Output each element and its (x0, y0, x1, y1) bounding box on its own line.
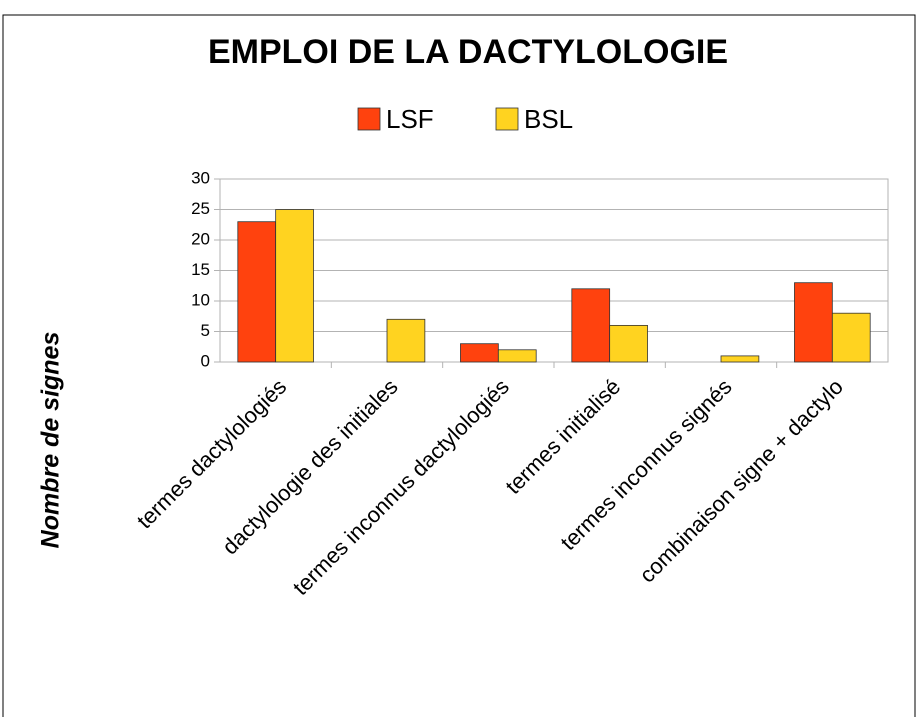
y-tick-label: 30 (191, 168, 210, 187)
y-tick-label: 0 (201, 351, 210, 370)
bar (609, 324, 648, 363)
y-tick-label: 10 (191, 290, 210, 309)
chart-title: EMPLOI DE LA DACTYLOLOGIE (208, 33, 728, 71)
legend-label: LSF (386, 104, 434, 134)
bar (571, 288, 611, 363)
bar (831, 312, 871, 363)
y-tick-label: 15 (191, 260, 210, 279)
y-tick-label: 25 (191, 199, 210, 218)
y-tick-label: 20 (191, 229, 210, 248)
legend-swatch (357, 107, 381, 131)
bar (794, 282, 833, 363)
legend-swatch (495, 107, 519, 131)
chart-frame (2, 14, 916, 717)
bar (497, 349, 537, 363)
bar (275, 209, 314, 363)
x-tick-label: termes inconnus dactylologiés (288, 374, 514, 600)
x-tick-label: termes initialisé (500, 374, 625, 499)
bar (237, 221, 277, 363)
y-tick-label: 5 (201, 321, 210, 340)
bar (386, 318, 426, 363)
bar (460, 343, 499, 363)
bar (720, 355, 760, 363)
y-axis-label: Nombre de signes (37, 332, 65, 549)
x-tick-label: combinaison signe + dactylo (634, 374, 848, 588)
legend-label: BSL (524, 104, 573, 134)
